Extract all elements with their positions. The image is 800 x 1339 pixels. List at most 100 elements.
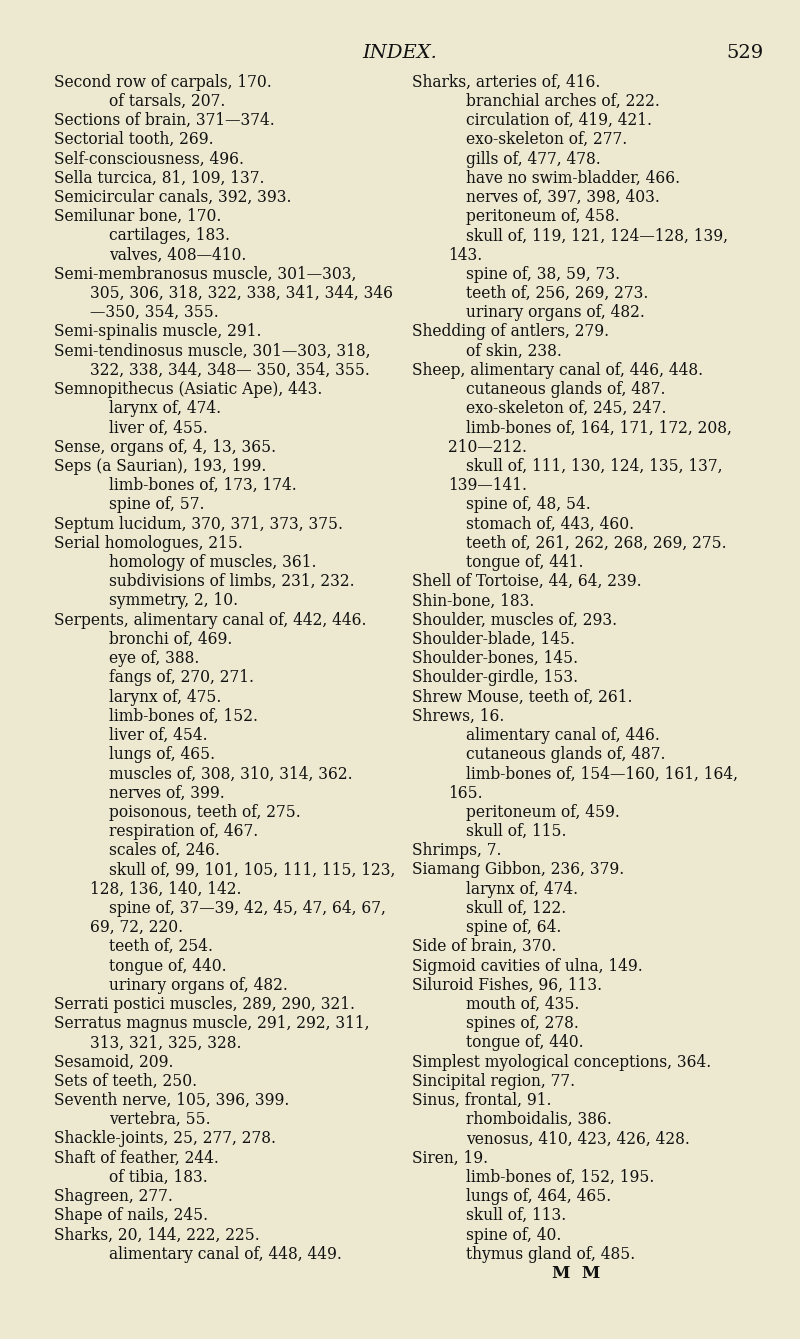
Text: thymus gland of, 485.: thymus gland of, 485. — [466, 1245, 636, 1263]
Text: Self-consciousness, 496.: Self-consciousness, 496. — [54, 150, 245, 167]
Text: 139—141.: 139—141. — [448, 477, 527, 494]
Text: vertebra, 55.: vertebra, 55. — [109, 1111, 210, 1129]
Text: cartilages, 183.: cartilages, 183. — [109, 228, 230, 244]
Text: spine of, 37—39, 42, 45, 47, 64, 67,: spine of, 37—39, 42, 45, 47, 64, 67, — [109, 900, 386, 917]
Text: larynx of, 474.: larynx of, 474. — [466, 881, 578, 897]
Text: Sella turcica, 81, 109, 137.: Sella turcica, 81, 109, 137. — [54, 170, 265, 186]
Text: scales of, 246.: scales of, 246. — [109, 842, 220, 860]
Text: 322, 338, 344, 348— 350, 354, 355.: 322, 338, 344, 348— 350, 354, 355. — [90, 362, 370, 379]
Text: lungs of, 464, 465.: lungs of, 464, 465. — [466, 1188, 612, 1205]
Text: rhomboidalis, 386.: rhomboidalis, 386. — [466, 1111, 612, 1129]
Text: of skin, 238.: of skin, 238. — [466, 343, 562, 360]
Text: spines of, 278.: spines of, 278. — [466, 1015, 579, 1032]
Text: of tibia, 183.: of tibia, 183. — [109, 1169, 207, 1186]
Text: Sectorial tooth, 269.: Sectorial tooth, 269. — [54, 131, 214, 149]
Text: eye of, 388.: eye of, 388. — [109, 649, 199, 667]
Text: nerves of, 397, 398, 403.: nerves of, 397, 398, 403. — [466, 189, 660, 206]
Text: 69, 72, 220.: 69, 72, 220. — [90, 919, 183, 936]
Text: Siren, 19.: Siren, 19. — [412, 1150, 488, 1166]
Text: peritoneum of, 459.: peritoneum of, 459. — [466, 803, 620, 821]
Text: Shoulder-blade, 145.: Shoulder-blade, 145. — [412, 631, 575, 648]
Text: Simplest myological conceptions, 364.: Simplest myological conceptions, 364. — [412, 1054, 711, 1071]
Text: poisonous, teeth of, 275.: poisonous, teeth of, 275. — [109, 803, 301, 821]
Text: 313, 321, 325, 328.: 313, 321, 325, 328. — [90, 1034, 242, 1051]
Text: subdivisions of limbs, 231, 232.: subdivisions of limbs, 231, 232. — [109, 573, 354, 590]
Text: spine of, 57.: spine of, 57. — [109, 497, 204, 513]
Text: Shoulder-bones, 145.: Shoulder-bones, 145. — [412, 649, 578, 667]
Text: exo-skeleton of, 245, 247.: exo-skeleton of, 245, 247. — [466, 400, 667, 418]
Text: skull of, 115.: skull of, 115. — [466, 823, 567, 840]
Text: Shape of nails, 245.: Shape of nails, 245. — [54, 1208, 209, 1224]
Text: 143.: 143. — [448, 246, 482, 264]
Text: venosus, 410, 423, 426, 428.: venosus, 410, 423, 426, 428. — [466, 1130, 690, 1148]
Text: skull of, 119, 121, 124—128, 139,: skull of, 119, 121, 124—128, 139, — [466, 228, 728, 244]
Text: exo-skeleton of, 277.: exo-skeleton of, 277. — [466, 131, 628, 149]
Text: Sigmoid cavities of ulna, 149.: Sigmoid cavities of ulna, 149. — [412, 957, 642, 975]
Text: nerves of, 399.: nerves of, 399. — [109, 785, 225, 802]
Text: Second row of carpals, 170.: Second row of carpals, 170. — [54, 74, 272, 91]
Text: teeth of, 254.: teeth of, 254. — [109, 939, 213, 955]
Text: INDEX.: INDEX. — [362, 44, 438, 62]
Text: fangs of, 270, 271.: fangs of, 270, 271. — [109, 670, 254, 687]
Text: tongue of, 440.: tongue of, 440. — [109, 957, 226, 975]
Text: skull of, 113.: skull of, 113. — [466, 1208, 566, 1224]
Text: liver of, 455.: liver of, 455. — [109, 419, 208, 437]
Text: Sharks, arteries of, 416.: Sharks, arteries of, 416. — [412, 74, 600, 91]
Text: teeth of, 261, 262, 268, 269, 275.: teeth of, 261, 262, 268, 269, 275. — [466, 534, 727, 552]
Text: Sharks, 20, 144, 222, 225.: Sharks, 20, 144, 222, 225. — [54, 1227, 260, 1244]
Text: Serpents, alimentary canal of, 442, 446.: Serpents, alimentary canal of, 442, 446. — [54, 612, 367, 628]
Text: bronchi of, 469.: bronchi of, 469. — [109, 631, 232, 648]
Text: 128, 136, 140, 142.: 128, 136, 140, 142. — [90, 881, 242, 897]
Text: larynx of, 474.: larynx of, 474. — [109, 400, 221, 418]
Text: stomach of, 443, 460.: stomach of, 443, 460. — [466, 516, 634, 533]
Text: Sections of brain, 371—374.: Sections of brain, 371—374. — [54, 112, 275, 129]
Text: gills of, 477, 478.: gills of, 477, 478. — [466, 150, 601, 167]
Text: respiration of, 467.: respiration of, 467. — [109, 823, 258, 840]
Text: muscles of, 308, 310, 314, 362.: muscles of, 308, 310, 314, 362. — [109, 766, 353, 782]
Text: tongue of, 440.: tongue of, 440. — [466, 1034, 584, 1051]
Text: 305, 306, 318, 322, 338, 341, 344, 346: 305, 306, 318, 322, 338, 341, 344, 346 — [90, 285, 394, 303]
Text: Sesamoid, 209.: Sesamoid, 209. — [54, 1054, 174, 1071]
Text: valves, 408—410.: valves, 408—410. — [109, 246, 246, 264]
Text: liver of, 454.: liver of, 454. — [109, 727, 207, 744]
Text: alimentary canal of, 448, 449.: alimentary canal of, 448, 449. — [109, 1245, 342, 1263]
Text: Shrimps, 7.: Shrimps, 7. — [412, 842, 502, 860]
Text: Shoulder-girdle, 153.: Shoulder-girdle, 153. — [412, 670, 578, 687]
Text: limb-bones of, 164, 171, 172, 208,: limb-bones of, 164, 171, 172, 208, — [466, 419, 732, 437]
Text: M  M: M M — [552, 1265, 600, 1281]
Text: —350, 354, 355.: —350, 354, 355. — [90, 304, 219, 321]
Text: alimentary canal of, 446.: alimentary canal of, 446. — [466, 727, 660, 744]
Text: Shrew Mouse, teeth of, 261.: Shrew Mouse, teeth of, 261. — [412, 688, 633, 706]
Text: mouth of, 435.: mouth of, 435. — [466, 996, 580, 1012]
Text: skull of, 99, 101, 105, 111, 115, 123,: skull of, 99, 101, 105, 111, 115, 123, — [109, 861, 395, 878]
Text: Shedding of antlers, 279.: Shedding of antlers, 279. — [412, 324, 609, 340]
Text: skull of, 122.: skull of, 122. — [466, 900, 566, 917]
Text: Seps (a Saurian), 193, 199.: Seps (a Saurian), 193, 199. — [54, 458, 266, 475]
Text: of tarsals, 207.: of tarsals, 207. — [109, 92, 225, 110]
Text: skull of, 111, 130, 124, 135, 137,: skull of, 111, 130, 124, 135, 137, — [466, 458, 723, 475]
Text: Seventh nerve, 105, 396, 399.: Seventh nerve, 105, 396, 399. — [54, 1093, 290, 1109]
Text: 165.: 165. — [448, 785, 482, 802]
Text: urinary organs of, 482.: urinary organs of, 482. — [466, 304, 646, 321]
Text: Shagreen, 277.: Shagreen, 277. — [54, 1188, 174, 1205]
Text: limb-bones of, 154—160, 161, 164,: limb-bones of, 154—160, 161, 164, — [466, 766, 738, 782]
Text: Sense, organs of, 4, 13, 365.: Sense, organs of, 4, 13, 365. — [54, 439, 277, 455]
Text: 529: 529 — [726, 44, 764, 62]
Text: lungs of, 465.: lungs of, 465. — [109, 746, 215, 763]
Text: Semi-tendinosus muscle, 301—303, 318,: Semi-tendinosus muscle, 301—303, 318, — [54, 343, 371, 360]
Text: spine of, 48, 54.: spine of, 48, 54. — [466, 497, 591, 513]
Text: peritoneum of, 458.: peritoneum of, 458. — [466, 208, 620, 225]
Text: Sincipital region, 77.: Sincipital region, 77. — [412, 1073, 575, 1090]
Text: branchial arches of, 222.: branchial arches of, 222. — [466, 92, 660, 110]
Text: larynx of, 475.: larynx of, 475. — [109, 688, 221, 706]
Text: Shaft of feather, 244.: Shaft of feather, 244. — [54, 1150, 219, 1166]
Text: Shell of Tortoise, 44, 64, 239.: Shell of Tortoise, 44, 64, 239. — [412, 573, 642, 590]
Text: Siluroid Fishes, 96, 113.: Siluroid Fishes, 96, 113. — [412, 976, 602, 994]
Text: Semnopithecus (Asiatic Ape), 443.: Semnopithecus (Asiatic Ape), 443. — [54, 382, 322, 398]
Text: tongue of, 441.: tongue of, 441. — [466, 554, 584, 570]
Text: Serial homologues, 215.: Serial homologues, 215. — [54, 534, 243, 552]
Text: circulation of, 419, 421.: circulation of, 419, 421. — [466, 112, 653, 129]
Text: Shin-bone, 183.: Shin-bone, 183. — [412, 592, 534, 609]
Text: limb-bones of, 173, 174.: limb-bones of, 173, 174. — [109, 477, 297, 494]
Text: urinary organs of, 482.: urinary organs of, 482. — [109, 976, 288, 994]
